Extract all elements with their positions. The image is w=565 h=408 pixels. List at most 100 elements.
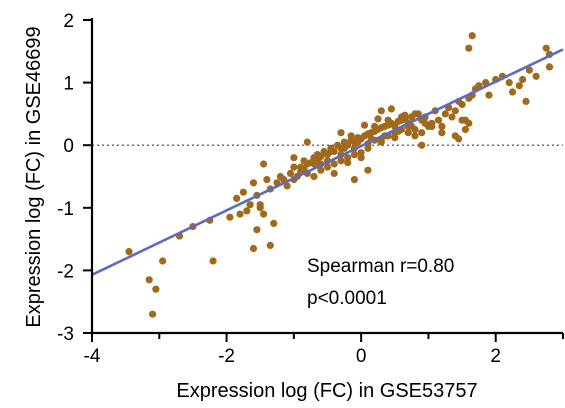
data-point [374, 115, 382, 123]
x-axis-title: Expression log (FC) in GSE53757 [176, 380, 477, 402]
data-point [310, 160, 318, 168]
data-point [418, 129, 426, 137]
data-point [347, 132, 355, 140]
y-tick-label: 2 [63, 11, 74, 32]
data-point [323, 163, 332, 171]
y-tick-label: -2 [57, 261, 74, 282]
data-point [266, 241, 274, 249]
regression-line-layer [91, 48, 564, 276]
data-point [448, 113, 456, 121]
data-point [387, 105, 395, 113]
data-point [253, 226, 261, 234]
data-point [260, 160, 268, 168]
data-point [522, 97, 530, 105]
data-point [468, 32, 476, 40]
data-point [145, 276, 153, 284]
data-point [451, 107, 459, 115]
data-point [317, 166, 325, 174]
data-point [418, 141, 426, 149]
data-point [286, 169, 295, 177]
x-tick-label: -2 [218, 346, 235, 367]
data-point [313, 151, 321, 159]
data-point [159, 257, 167, 265]
data-point [337, 157, 345, 165]
data-point [525, 66, 534, 74]
data-point [411, 132, 419, 140]
data-point [515, 82, 523, 90]
data-point [542, 44, 550, 52]
data-point [249, 244, 258, 253]
data-point [330, 160, 338, 168]
data-point [384, 116, 392, 124]
data-point [149, 310, 157, 318]
data-point [290, 163, 298, 171]
data-point [350, 151, 358, 159]
data-point [458, 116, 466, 124]
x-tick-label: 2 [490, 346, 501, 367]
data-point [508, 88, 517, 96]
data-point [532, 72, 540, 80]
data-point [330, 169, 338, 177]
data-point [545, 63, 554, 71]
data-point [303, 138, 311, 146]
data-point [428, 122, 436, 130]
data-point [377, 138, 385, 146]
data-point [451, 132, 459, 140]
data-point [239, 188, 247, 196]
data-point [350, 176, 358, 184]
data-point [364, 166, 372, 174]
data-point [125, 248, 133, 256]
y-tick-label: 0 [63, 136, 74, 157]
y-tick-label: 1 [63, 74, 74, 95]
data-point [461, 125, 469, 134]
data-point [260, 210, 268, 218]
data-point [357, 154, 365, 162]
data-point [505, 79, 513, 87]
data-point [438, 122, 446, 130]
data-point [246, 201, 254, 209]
y-tick-label: -3 [57, 324, 74, 345]
data-point [327, 147, 335, 156]
data-point [236, 210, 244, 218]
data-point [152, 285, 160, 293]
data-point [458, 100, 466, 109]
data-point [519, 75, 527, 84]
data-point [340, 144, 348, 152]
data-point [441, 110, 449, 118]
y-tick-label: -1 [57, 199, 74, 220]
data-point [465, 119, 473, 127]
data-point [344, 154, 352, 162]
data-point [290, 154, 298, 162]
data-point [263, 176, 271, 184]
data-point [226, 213, 234, 221]
data-point [408, 122, 416, 130]
data-point [485, 91, 493, 99]
data-point [209, 257, 217, 265]
regression-line [91, 48, 564, 276]
data-point [465, 44, 473, 52]
data-point [283, 182, 291, 190]
annotation-pvalue: p<0.0001 [307, 288, 387, 309]
data-point [414, 110, 422, 118]
data-point [434, 116, 443, 124]
y-axis-title: Expression log (FC) in GSE46699 [23, 26, 45, 327]
data-point [404, 129, 412, 137]
data-point [401, 111, 409, 119]
data-point [354, 138, 362, 146]
data-point [249, 179, 258, 187]
data-point [337, 129, 345, 137]
x-tick-label: -4 [84, 346, 101, 367]
data-point [300, 157, 308, 165]
data-point [297, 163, 305, 171]
data-point [360, 121, 369, 129]
data-point [256, 204, 264, 212]
x-tick-label: 0 [356, 346, 367, 367]
data-point [357, 149, 365, 157]
data-point [233, 194, 241, 202]
axes-layer: -4 -2 0 2 -3 -2 -1 0 1 2 [57, 11, 564, 367]
data-point [344, 159, 352, 167]
data-point [371, 122, 379, 130]
data-point [391, 134, 399, 142]
data-point [438, 129, 446, 137]
